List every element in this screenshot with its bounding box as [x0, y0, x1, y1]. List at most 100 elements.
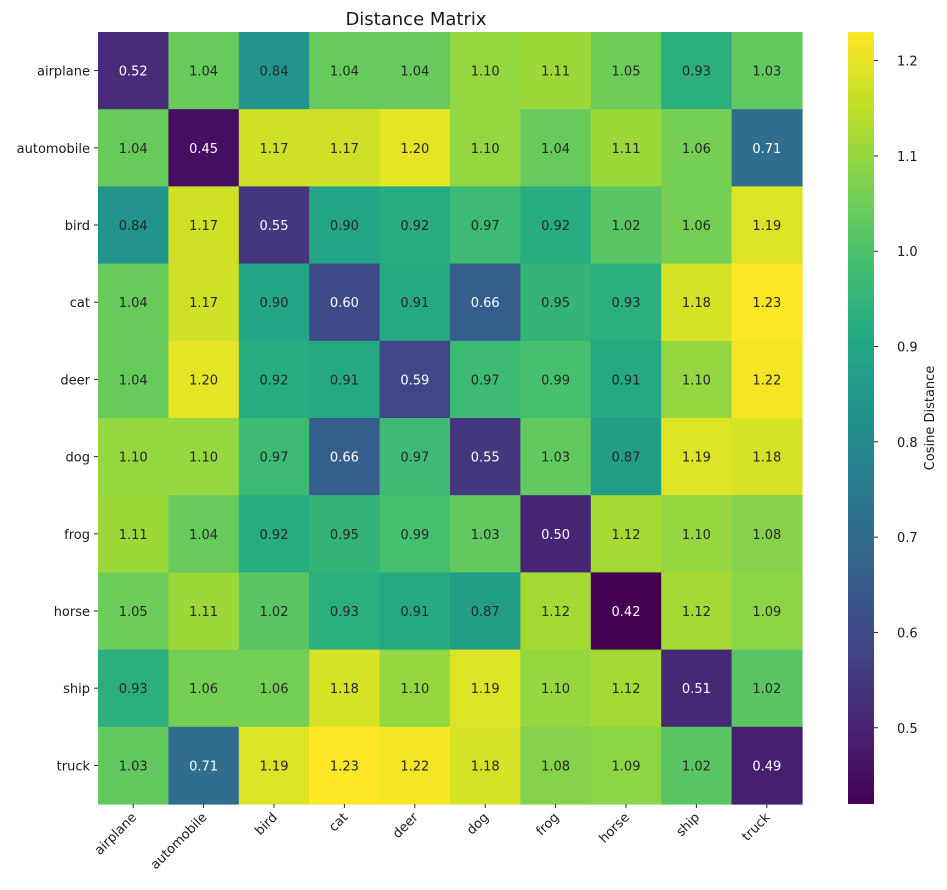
heatmap-cell [590, 340, 662, 419]
heatmap-cell [379, 649, 451, 728]
heatmap-cell [661, 109, 733, 187]
cell-value-label: 0.59 [400, 373, 429, 388]
heatmap-cell [450, 263, 521, 342]
cell-value-label: 1.23 [330, 759, 359, 774]
heatmap-cell [309, 418, 381, 496]
cell-value-label: 0.84 [119, 219, 148, 234]
heatmap-cell [450, 109, 521, 187]
heatmap-cell [379, 495, 451, 573]
heatmap-cell [98, 340, 169, 419]
heatmap-cell [590, 263, 662, 342]
cell-value-label: 0.71 [752, 142, 781, 157]
heatmap-cell [661, 726, 733, 805]
heatmap-cell [731, 649, 803, 728]
cell-value-label: 1.06 [260, 682, 289, 697]
y-tick-label: horse [54, 605, 90, 620]
cell-value-label: 0.52 [119, 65, 148, 80]
cell-value-label: 0.66 [330, 451, 359, 466]
x-tick-label: automobile [148, 810, 210, 872]
heatmap-cell [98, 32, 169, 110]
heatmap-cell [309, 186, 381, 265]
heatmap-cell [238, 340, 310, 419]
colorbar-label: Cosine Distance [923, 366, 938, 471]
cell-value-label: 1.11 [612, 142, 641, 157]
cell-value-label: 0.60 [330, 296, 359, 311]
heatmap-cell [661, 649, 733, 728]
cell-value-label: 1.10 [471, 65, 500, 80]
y-tick-label: automobile [17, 142, 90, 157]
heatmap-cell [450, 726, 521, 805]
cell-value-label: 0.92 [541, 219, 570, 234]
heatmap-cell [731, 263, 803, 342]
cell-value-label: 1.19 [752, 219, 781, 234]
colorbar-tick-label: 1.1 [897, 150, 918, 165]
heatmap-cell [590, 418, 662, 496]
cell-value-label: 1.11 [541, 65, 570, 80]
cell-value-label: 0.87 [471, 605, 500, 620]
cell-value-label: 0.45 [189, 142, 218, 157]
heatmap-cell [309, 109, 381, 187]
heatmap-cell [168, 418, 240, 496]
cell-value-label: 0.42 [612, 605, 641, 620]
cell-value-label: 0.97 [471, 373, 500, 388]
cell-value-label: 1.18 [330, 682, 359, 697]
cell-value-label: 0.91 [400, 605, 429, 620]
heatmap-cell [731, 726, 803, 805]
y-tick-label: bird [65, 219, 90, 234]
heatmap-cell [238, 263, 310, 342]
heatmap-cell [520, 572, 592, 651]
cell-value-label: 0.71 [189, 759, 218, 774]
cell-value-label: 0.87 [612, 451, 641, 466]
heatmap-cell [379, 572, 451, 651]
cell-value-label: 0.55 [471, 451, 500, 466]
heatmap-cell [238, 495, 310, 573]
cell-value-label: 1.12 [682, 605, 711, 620]
heatmap-cell [379, 186, 451, 265]
heatmap-cell [520, 340, 592, 419]
cell-value-label: 0.92 [400, 219, 429, 234]
cell-value-label: 1.10 [471, 142, 500, 157]
heatmap-cell [450, 418, 521, 496]
cell-value-label: 1.09 [752, 605, 781, 620]
x-tick-label: airplane [92, 810, 140, 858]
heatmap-cell [450, 340, 521, 419]
colorbar-tick-label: 0.8 [897, 436, 918, 451]
cell-value-label: 0.92 [260, 373, 289, 388]
x-tick-label: bird [252, 810, 280, 838]
x-tick-label: truck [739, 810, 774, 845]
heatmap-cell [520, 109, 592, 187]
cell-value-label: 0.93 [682, 65, 711, 80]
heatmap-cell [379, 418, 451, 496]
heatmap-cell [379, 340, 451, 419]
cell-value-label: 1.02 [752, 682, 781, 697]
heatmap-cell [379, 32, 451, 110]
heatmap-cell [168, 495, 240, 573]
heatmap-cell [309, 32, 381, 110]
x-axis-ticks: airplane automobile bird cat deer dog frog hors… [92, 804, 774, 873]
cell-value-label: 0.51 [682, 682, 711, 697]
cell-value-label: 1.08 [541, 759, 570, 774]
heatmap-cell [309, 649, 381, 728]
cell-value-label: 1.10 [541, 682, 570, 697]
heatmap-cell [520, 186, 592, 265]
heatmap-cell [520, 495, 592, 573]
heatmap-cell [309, 263, 381, 342]
cell-value-label: 0.90 [260, 296, 289, 311]
heatmap-cell [590, 649, 662, 728]
x-tick-label: dog [464, 810, 492, 838]
cell-value-label: 1.10 [682, 528, 711, 543]
cell-value-label: 1.06 [189, 682, 218, 697]
heatmap-cell [590, 726, 662, 805]
heatmap-cell [590, 572, 662, 651]
heatmap-cell [168, 109, 240, 187]
heatmap-cell [661, 32, 733, 110]
y-axis-ticks: airplane automobile bird cat deer dog frog hors… [17, 65, 98, 774]
cell-value-label: 0.50 [541, 528, 570, 543]
cell-value-label: 1.22 [752, 373, 781, 388]
heatmap-cell [590, 495, 662, 573]
cell-value-label: 0.99 [541, 373, 570, 388]
cell-value-label: 1.10 [682, 373, 711, 388]
cell-value-label: 1.18 [752, 451, 781, 466]
heatmap-cell [238, 726, 310, 805]
